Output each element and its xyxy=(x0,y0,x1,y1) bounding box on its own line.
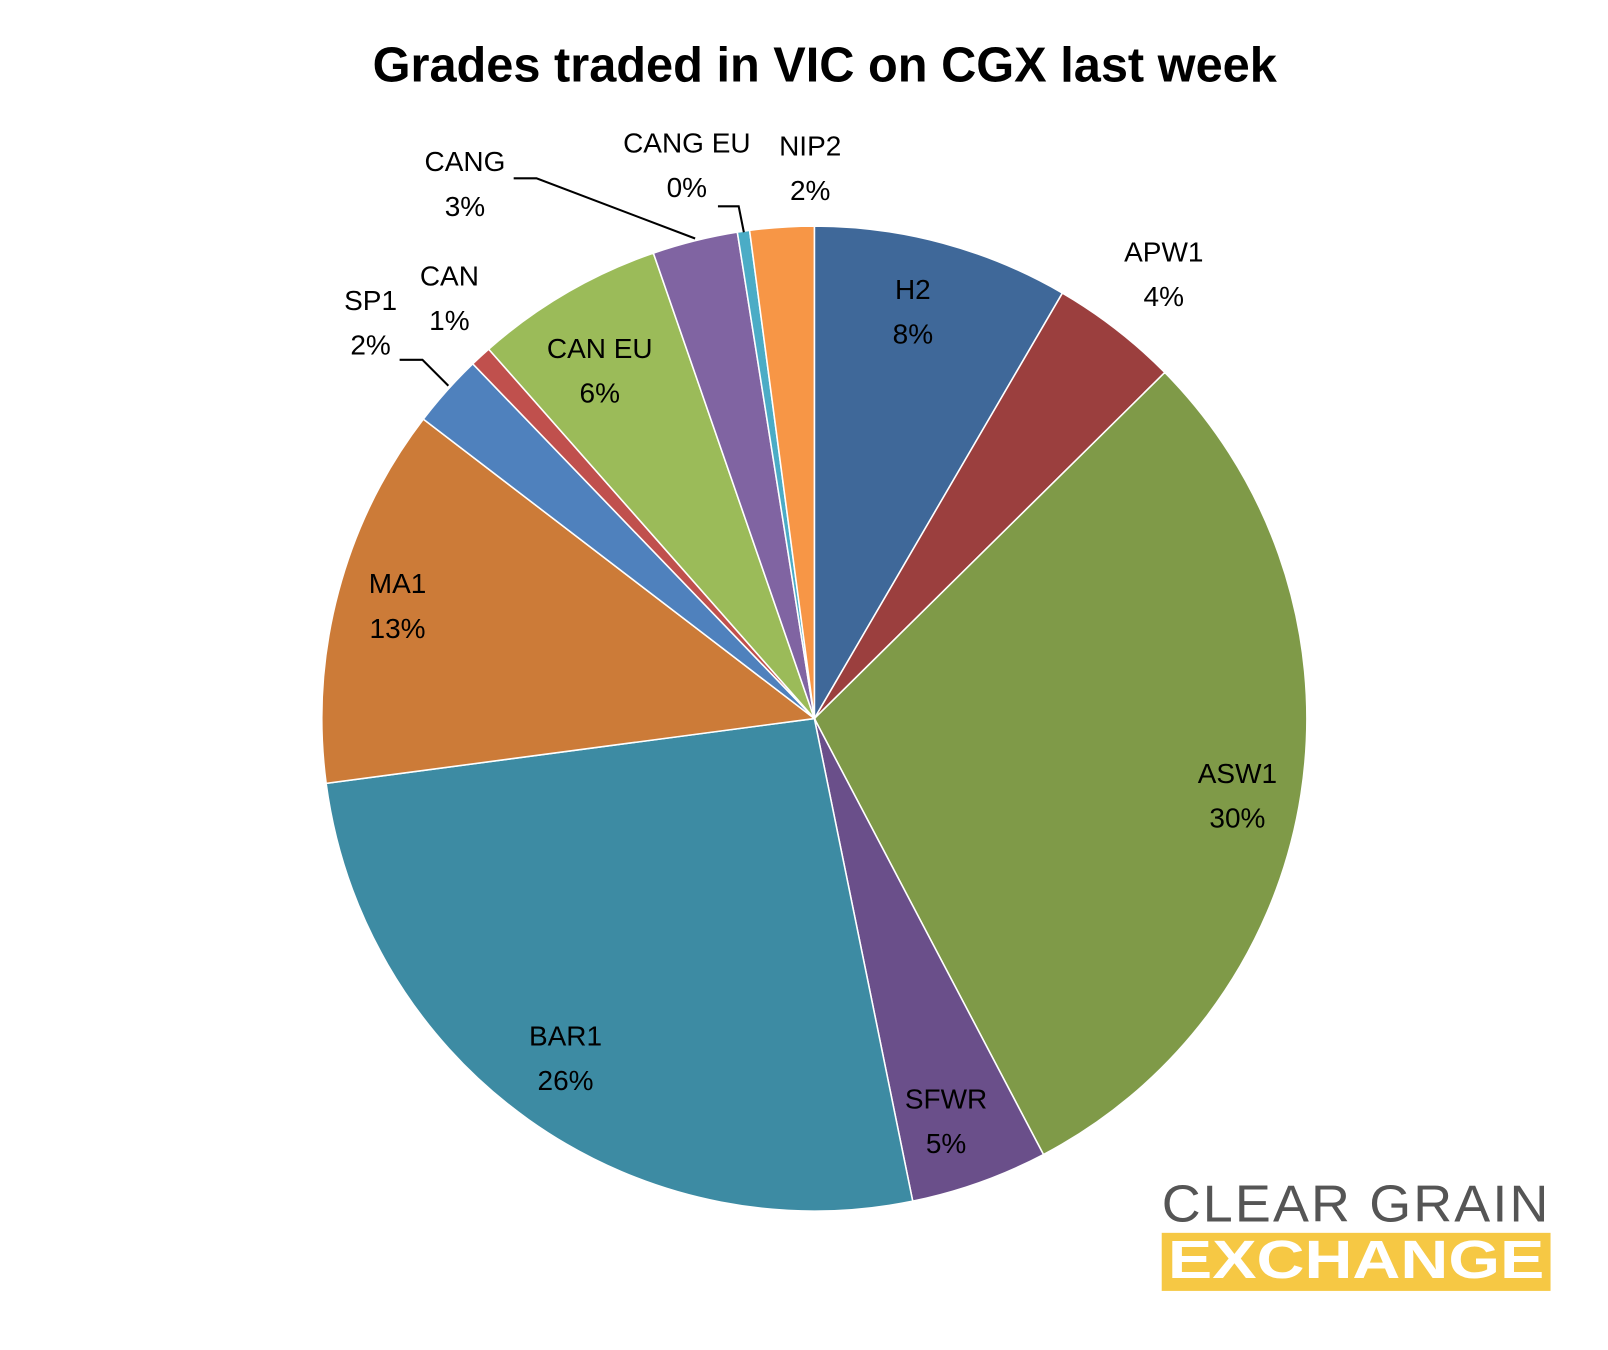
slice-value-label: 8% xyxy=(893,318,933,349)
slice-value-label: 13% xyxy=(370,613,426,644)
logo-band xyxy=(1161,1232,1551,1291)
logo-line2: EXCHANGE xyxy=(1168,1230,1544,1290)
slice-value-label: 6% xyxy=(580,377,620,408)
slice-value-label: 0% xyxy=(667,172,707,203)
slice-value-label: 2% xyxy=(790,175,830,206)
leader-line xyxy=(513,177,696,240)
leader-lines xyxy=(399,177,745,387)
slice-value-label: 3% xyxy=(445,191,485,222)
slice-label: CANG xyxy=(425,146,506,177)
leader-line xyxy=(717,205,745,233)
slice-label: CAN xyxy=(420,260,479,291)
slice-value-label: 5% xyxy=(926,1128,966,1159)
slice-label: APW1 xyxy=(1124,236,1203,267)
slice-label: MA1 xyxy=(369,568,427,599)
slice-label: ASW1 xyxy=(1198,758,1277,789)
slice-label: NIP2 xyxy=(779,131,841,162)
slice-value-label: 26% xyxy=(538,1065,594,1096)
slice-value-label: 2% xyxy=(350,330,390,361)
pie-slice xyxy=(813,225,1064,722)
pie-slice xyxy=(321,418,817,785)
logo-line1: CLEAR GRAIN xyxy=(1162,1175,1551,1233)
slice-value-label: 1% xyxy=(429,305,469,336)
pie-slice xyxy=(748,225,816,719)
pie-slice xyxy=(325,717,914,1212)
slice-label: H2 xyxy=(895,274,931,305)
logo: CLEAR GRAIN EXCHANGE xyxy=(1161,1175,1551,1291)
leader-line xyxy=(399,358,450,387)
slice-label: CAN EU xyxy=(547,333,653,364)
pie-slice xyxy=(813,371,1308,1156)
slice-label: SP1 xyxy=(344,285,397,316)
slice-label: SFWR xyxy=(905,1084,987,1115)
slice-label: CANG EU xyxy=(623,128,751,159)
slice-label: BAR1 xyxy=(529,1020,602,1051)
slice-value-label: 4% xyxy=(1144,281,1184,312)
chart-title: Grades traded in VIC on CGX last week xyxy=(373,38,1278,92)
slice-value-label: 30% xyxy=(1209,803,1265,834)
pie-slice xyxy=(487,252,816,720)
pie xyxy=(321,225,1308,1212)
